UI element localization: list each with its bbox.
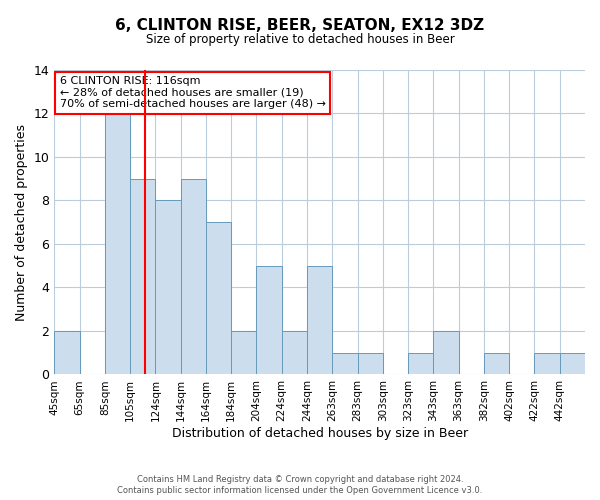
Bar [433,331,458,374]
Bar [282,331,307,374]
Text: Contains public sector information licensed under the Open Government Licence v3: Contains public sector information licen… [118,486,482,495]
Bar [408,352,433,374]
Bar [206,222,231,374]
X-axis label: Distribution of detached houses by size in Beer: Distribution of detached houses by size … [172,427,468,440]
Bar [256,266,282,374]
Bar [560,352,585,374]
Bar [231,331,256,374]
Y-axis label: Number of detached properties: Number of detached properties [15,124,28,320]
Bar [181,178,206,374]
Bar [130,178,155,374]
Text: Size of property relative to detached houses in Beer: Size of property relative to detached ho… [146,32,454,46]
Bar [332,352,358,374]
Text: 6 CLINTON RISE: 116sqm
← 28% of detached houses are smaller (19)
70% of semi-det: 6 CLINTON RISE: 116sqm ← 28% of detached… [59,76,326,110]
Bar [484,352,509,374]
Text: 6, CLINTON RISE, BEER, SEATON, EX12 3DZ: 6, CLINTON RISE, BEER, SEATON, EX12 3DZ [115,18,485,32]
Bar [307,266,332,374]
Bar [358,352,383,374]
Text: Contains HM Land Registry data © Crown copyright and database right 2024.: Contains HM Land Registry data © Crown c… [137,475,463,484]
Bar [54,331,80,374]
Bar [105,114,130,374]
Bar [155,200,181,374]
Bar [535,352,560,374]
